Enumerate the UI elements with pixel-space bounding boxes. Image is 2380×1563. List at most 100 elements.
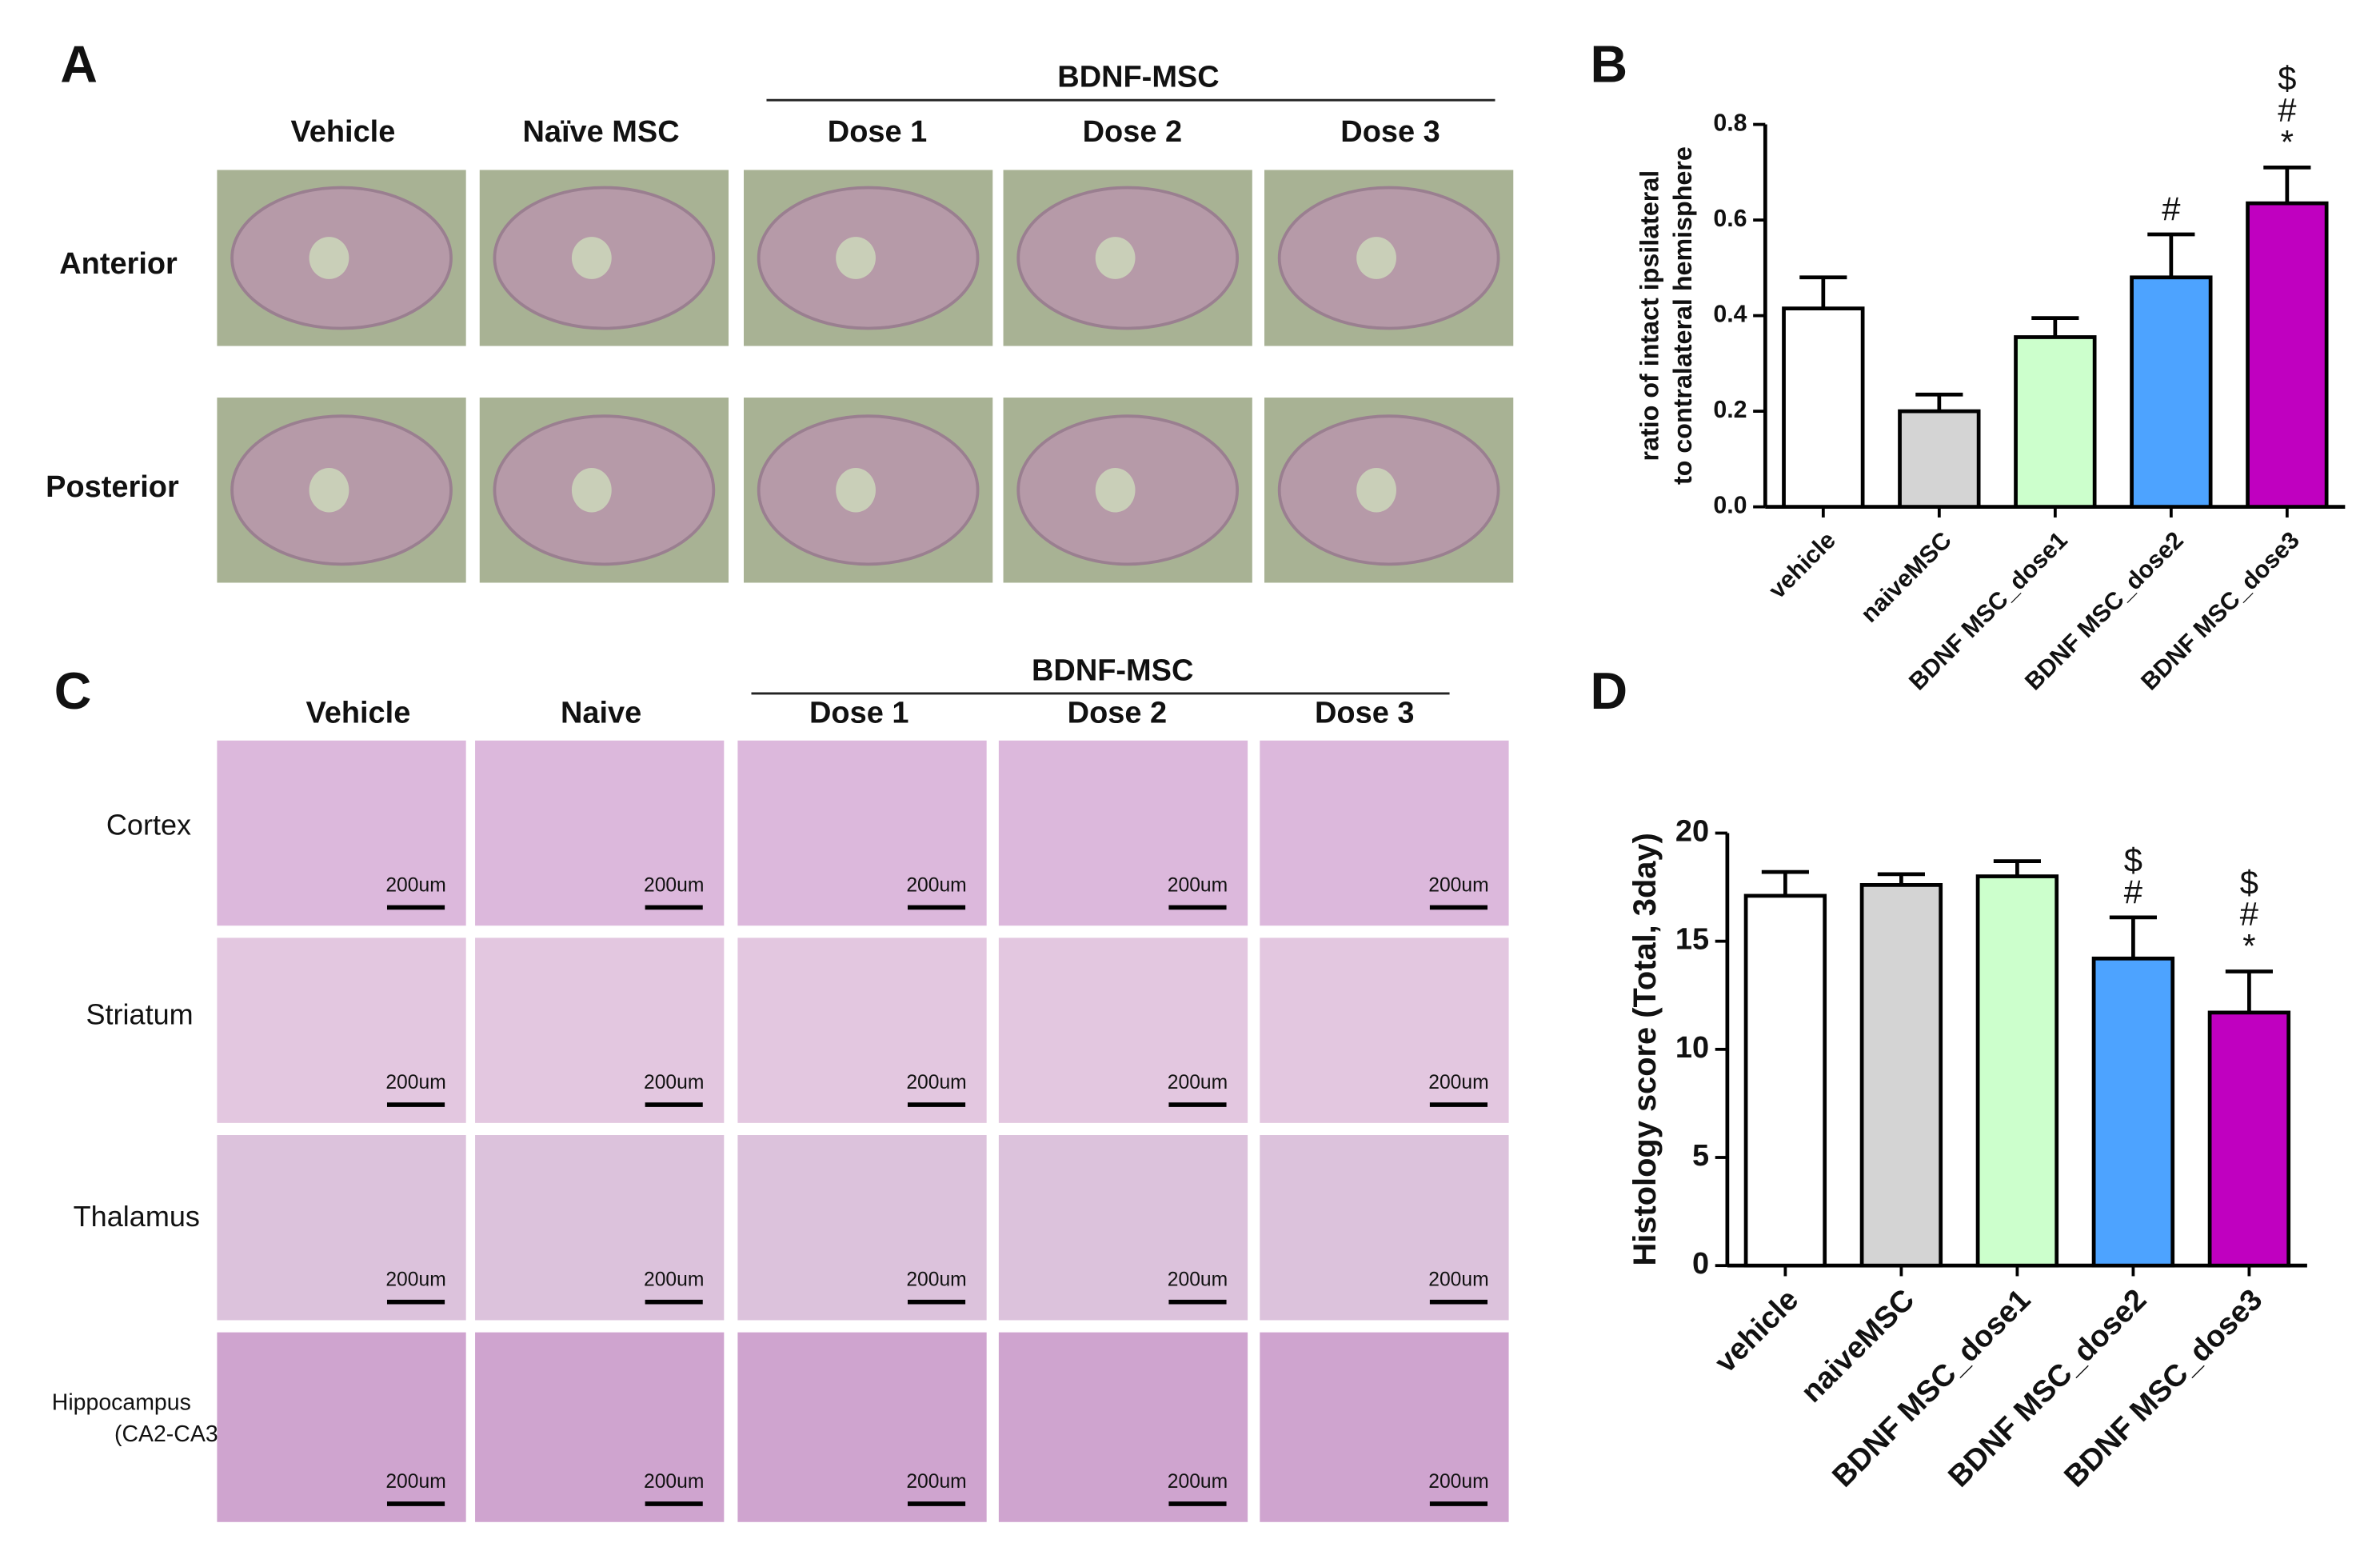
significance-mark: $ xyxy=(2278,59,2296,97)
x-tick-label: BDNF MSC_dose3 xyxy=(2058,1283,2269,1494)
histology-image xyxy=(475,937,725,1123)
column-header: Dose 3 xyxy=(1315,697,1414,730)
panel-label: D xyxy=(1591,662,1628,720)
y-axis-label: to contralateral hemisphere xyxy=(1668,146,1697,485)
histology-image xyxy=(737,740,987,926)
scale-bar-label: 200um xyxy=(644,1471,704,1493)
scale-bar-label: 200um xyxy=(385,1072,445,1093)
ventricle xyxy=(309,237,349,279)
column-header: Naïve MSC xyxy=(523,115,680,149)
y-tick-label: 0.0 xyxy=(1713,493,1747,519)
y-tick-label: 5 xyxy=(1692,1139,1709,1173)
group-header: BDNF-MSC xyxy=(1057,61,1219,94)
scale-bar-label: 200um xyxy=(1428,1072,1488,1093)
significance-mark: $ xyxy=(2124,841,2142,879)
bar xyxy=(2246,201,2329,509)
histology-image xyxy=(475,1135,725,1321)
column-header: Dose 2 xyxy=(1068,697,1167,730)
column-header: Naive xyxy=(561,697,641,730)
scale-bar-label: 200um xyxy=(644,874,704,896)
x-tick-label: vehicle xyxy=(1709,1283,1806,1380)
ventricle xyxy=(1095,467,1136,513)
bar xyxy=(1975,874,2059,1268)
significance-mark: $ xyxy=(2240,863,2258,901)
panel-label: A xyxy=(60,35,98,93)
significance-mark: # xyxy=(2162,190,2180,228)
histology-image xyxy=(217,937,466,1123)
scale-bar-label: 200um xyxy=(906,1269,966,1291)
histology-image xyxy=(998,1332,1248,1522)
row-label: (CA2-CA3) xyxy=(114,1421,226,1447)
histology-image xyxy=(475,740,725,926)
scale-bar-label: 200um xyxy=(1168,1072,1228,1093)
ventricle xyxy=(1095,237,1136,279)
row-label: Hippocampus xyxy=(52,1389,191,1415)
histology-image xyxy=(998,937,1248,1123)
histology-image xyxy=(1260,740,1509,926)
ventricle xyxy=(1356,467,1396,513)
y-tick-label: 0 xyxy=(1692,1247,1709,1281)
column-header: Dose 1 xyxy=(828,115,927,149)
bar xyxy=(1898,409,1981,509)
bar xyxy=(2130,275,2213,509)
y-tick-label: 0.8 xyxy=(1713,110,1747,137)
y-tick-label: 15 xyxy=(1675,923,1709,957)
y-tick-label: 0.2 xyxy=(1713,397,1747,423)
scale-bar-label: 200um xyxy=(644,1269,704,1291)
significance-mark: * xyxy=(2242,927,2255,965)
scale-bar-label: 200um xyxy=(385,1269,445,1291)
panel-label: B xyxy=(1591,35,1628,93)
histology-image xyxy=(737,1332,987,1522)
scale-bar-label: 200um xyxy=(906,1072,966,1093)
row-label: Striatum xyxy=(86,998,193,1031)
y-tick-label: 10 xyxy=(1675,1031,1709,1065)
scale-bar-label: 200um xyxy=(906,1471,966,1493)
bar xyxy=(1859,883,1943,1268)
row-label: Thalamus xyxy=(74,1200,200,1233)
x-tick-label: BDNF MSC_dose2 xyxy=(1942,1283,2153,1494)
histology-image xyxy=(737,937,987,1123)
scale-bar-label: 200um xyxy=(906,874,966,896)
ventricle xyxy=(571,467,612,513)
x-tick-label: BDNF MSC_dose1 xyxy=(1826,1283,2037,1494)
significance-mark: # xyxy=(2124,873,2142,911)
column-header: Dose 1 xyxy=(809,697,908,730)
x-tick-label: naiveMSC xyxy=(1856,527,1957,628)
histology-image xyxy=(217,1332,466,1522)
ventricle xyxy=(836,237,876,279)
y-axis-label: Histology score (Total, 3day) xyxy=(1627,833,1663,1265)
row-label: Anterior xyxy=(59,247,178,281)
scale-bar-label: 200um xyxy=(385,874,445,896)
ventricle xyxy=(836,467,876,513)
histology-image xyxy=(1260,1332,1509,1522)
ventricle xyxy=(1356,237,1396,279)
row-label: Posterior xyxy=(46,470,179,504)
ventricle xyxy=(571,237,612,279)
histology-image xyxy=(217,740,466,926)
column-header: Vehicle xyxy=(291,115,396,149)
histology-image xyxy=(1260,937,1509,1123)
significance-mark: # xyxy=(2240,895,2258,933)
y-tick-label: 0.4 xyxy=(1713,302,1747,328)
significance-mark: * xyxy=(2281,123,2294,161)
histology-image xyxy=(475,1332,725,1522)
bar xyxy=(2207,1010,2291,1268)
scale-bar-label: 200um xyxy=(385,1471,445,1493)
bar xyxy=(1743,893,1827,1268)
y-tick-label: 0.6 xyxy=(1713,206,1747,232)
histology-image xyxy=(1260,1135,1509,1321)
scale-bar-label: 200um xyxy=(1428,1269,1488,1291)
panel-label: C xyxy=(54,662,92,720)
y-tick-label: 20 xyxy=(1675,815,1709,849)
histology-image xyxy=(217,1135,466,1321)
bar xyxy=(1782,306,1865,509)
column-header: Vehicle xyxy=(306,697,411,730)
column-header: Dose 3 xyxy=(1340,115,1440,149)
scale-bar-label: 200um xyxy=(1428,874,1488,896)
bar xyxy=(2014,335,2097,509)
y-axis-label: ratio of intact ipsilateral xyxy=(1635,170,1663,462)
histology-image xyxy=(737,1135,987,1321)
row-label: Cortex xyxy=(106,808,191,841)
significance-mark: # xyxy=(2278,91,2296,129)
